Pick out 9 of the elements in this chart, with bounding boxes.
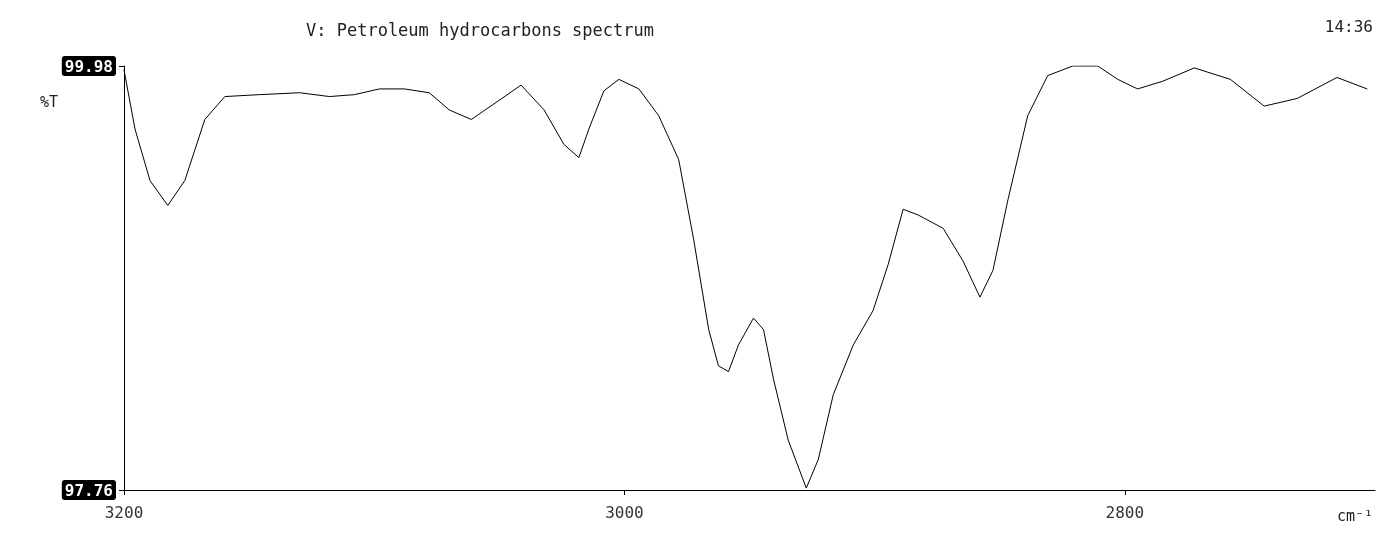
text: 14:36 <box>1324 16 1374 36</box>
y-tick-label: 97.76 <box>64 480 113 500</box>
x-tick-label: 2800 <box>1105 502 1145 522</box>
x-tick-label: 3200 <box>104 502 144 522</box>
x-tick-label: 3000 <box>605 502 644 522</box>
x-axis-title: cm⁻¹ <box>1336 506 1373 525</box>
chart-title: V: Petroleum hydrocarbons spectrum <box>306 19 654 40</box>
y-tick-label: 99.98 <box>64 56 113 76</box>
y-axis-title: %T <box>40 92 59 111</box>
